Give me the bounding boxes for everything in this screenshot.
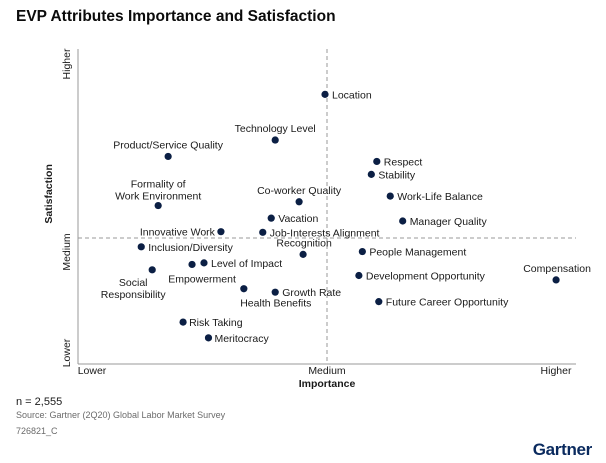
data-point — [179, 318, 187, 326]
x-tick-label: Lower — [78, 365, 107, 377]
figure-code: 726821_C — [16, 426, 58, 436]
data-point — [355, 271, 363, 280]
data-label: Co-worker Quality — [257, 185, 342, 197]
data-point — [552, 276, 560, 284]
data-point — [148, 266, 156, 274]
data-point — [358, 247, 366, 256]
data-label: Meritocracy — [214, 333, 269, 345]
data-point — [137, 243, 145, 251]
data-points — [137, 90, 560, 342]
data-label: Compensation — [523, 263, 591, 275]
data-point — [271, 136, 279, 144]
data-point — [321, 90, 329, 98]
data-label: Stability — [378, 169, 416, 181]
data-label: Empowerment — [168, 273, 236, 285]
data-labels: Location Technology Level Product/Service … — [101, 89, 591, 344]
data-label: Formality of Work Environment — [115, 179, 201, 203]
data-point — [259, 228, 267, 236]
data-point — [271, 288, 279, 296]
data-point — [386, 192, 394, 200]
data-point — [267, 214, 275, 222]
y-tick-label: Lower — [61, 338, 73, 367]
data-point — [367, 170, 375, 178]
y-tick-label: Medium — [61, 233, 73, 271]
data-point — [204, 334, 213, 342]
data-point — [217, 228, 225, 236]
data-label: Future Career Opportunity — [386, 297, 509, 309]
axes: Lower Medium Higher Importance Lower Medium Hi… — [43, 48, 576, 390]
data-label: Development Opportunity — [366, 270, 486, 282]
data-label: Location — [332, 89, 372, 101]
x-axis-title: Importance — [299, 378, 356, 390]
data-label: Respect — [384, 156, 423, 168]
data-label: Innovative Work — [140, 227, 216, 239]
data-label: Growth Rate — [282, 287, 341, 299]
data-point — [164, 152, 172, 161]
data-point — [373, 157, 381, 166]
gartner-logo: Gartner — [532, 440, 593, 459]
data-label: People Management — [369, 247, 466, 259]
y-axis-title: Satisfaction — [43, 164, 55, 224]
data-point — [299, 250, 307, 258]
data-point — [154, 201, 162, 210]
x-tick-label: Medium — [308, 365, 346, 377]
data-label: Risk Taking — [189, 317, 243, 329]
data-point — [240, 285, 248, 293]
sample-size: n = 2,555 — [16, 396, 63, 408]
data-point — [399, 217, 407, 225]
data-label: Social Responsibility — [101, 277, 167, 301]
data-label: Job-Interests Alignment — [270, 227, 380, 239]
source-note: Source: Gartner (2Q20) Global Labor Mark… — [16, 410, 226, 420]
data-point — [188, 260, 196, 269]
data-label: Work-Life Balance — [397, 191, 483, 203]
data-label: Product/Service Quality — [113, 139, 223, 151]
data-label: Technology Level — [235, 123, 316, 135]
data-label: Inclusion/Diversity — [148, 242, 233, 254]
data-label: Manager Quality — [410, 216, 488, 228]
chart-title: EVP Attributes Importance and Satisfacti… — [16, 8, 336, 25]
x-tick-label: Higher — [541, 365, 572, 377]
data-label: Recognition — [276, 237, 332, 249]
data-point — [295, 198, 303, 206]
y-tick-label: Higher — [61, 48, 73, 79]
data-point — [375, 298, 383, 306]
scatter-chart: Lower Medium Higher Importance Lower Medium Hi… — [43, 48, 591, 390]
data-label: Health Benefits — [240, 298, 311, 310]
data-label: Vacation — [278, 213, 318, 225]
data-label: Level of Impact — [211, 258, 282, 270]
data-point — [200, 259, 208, 267]
